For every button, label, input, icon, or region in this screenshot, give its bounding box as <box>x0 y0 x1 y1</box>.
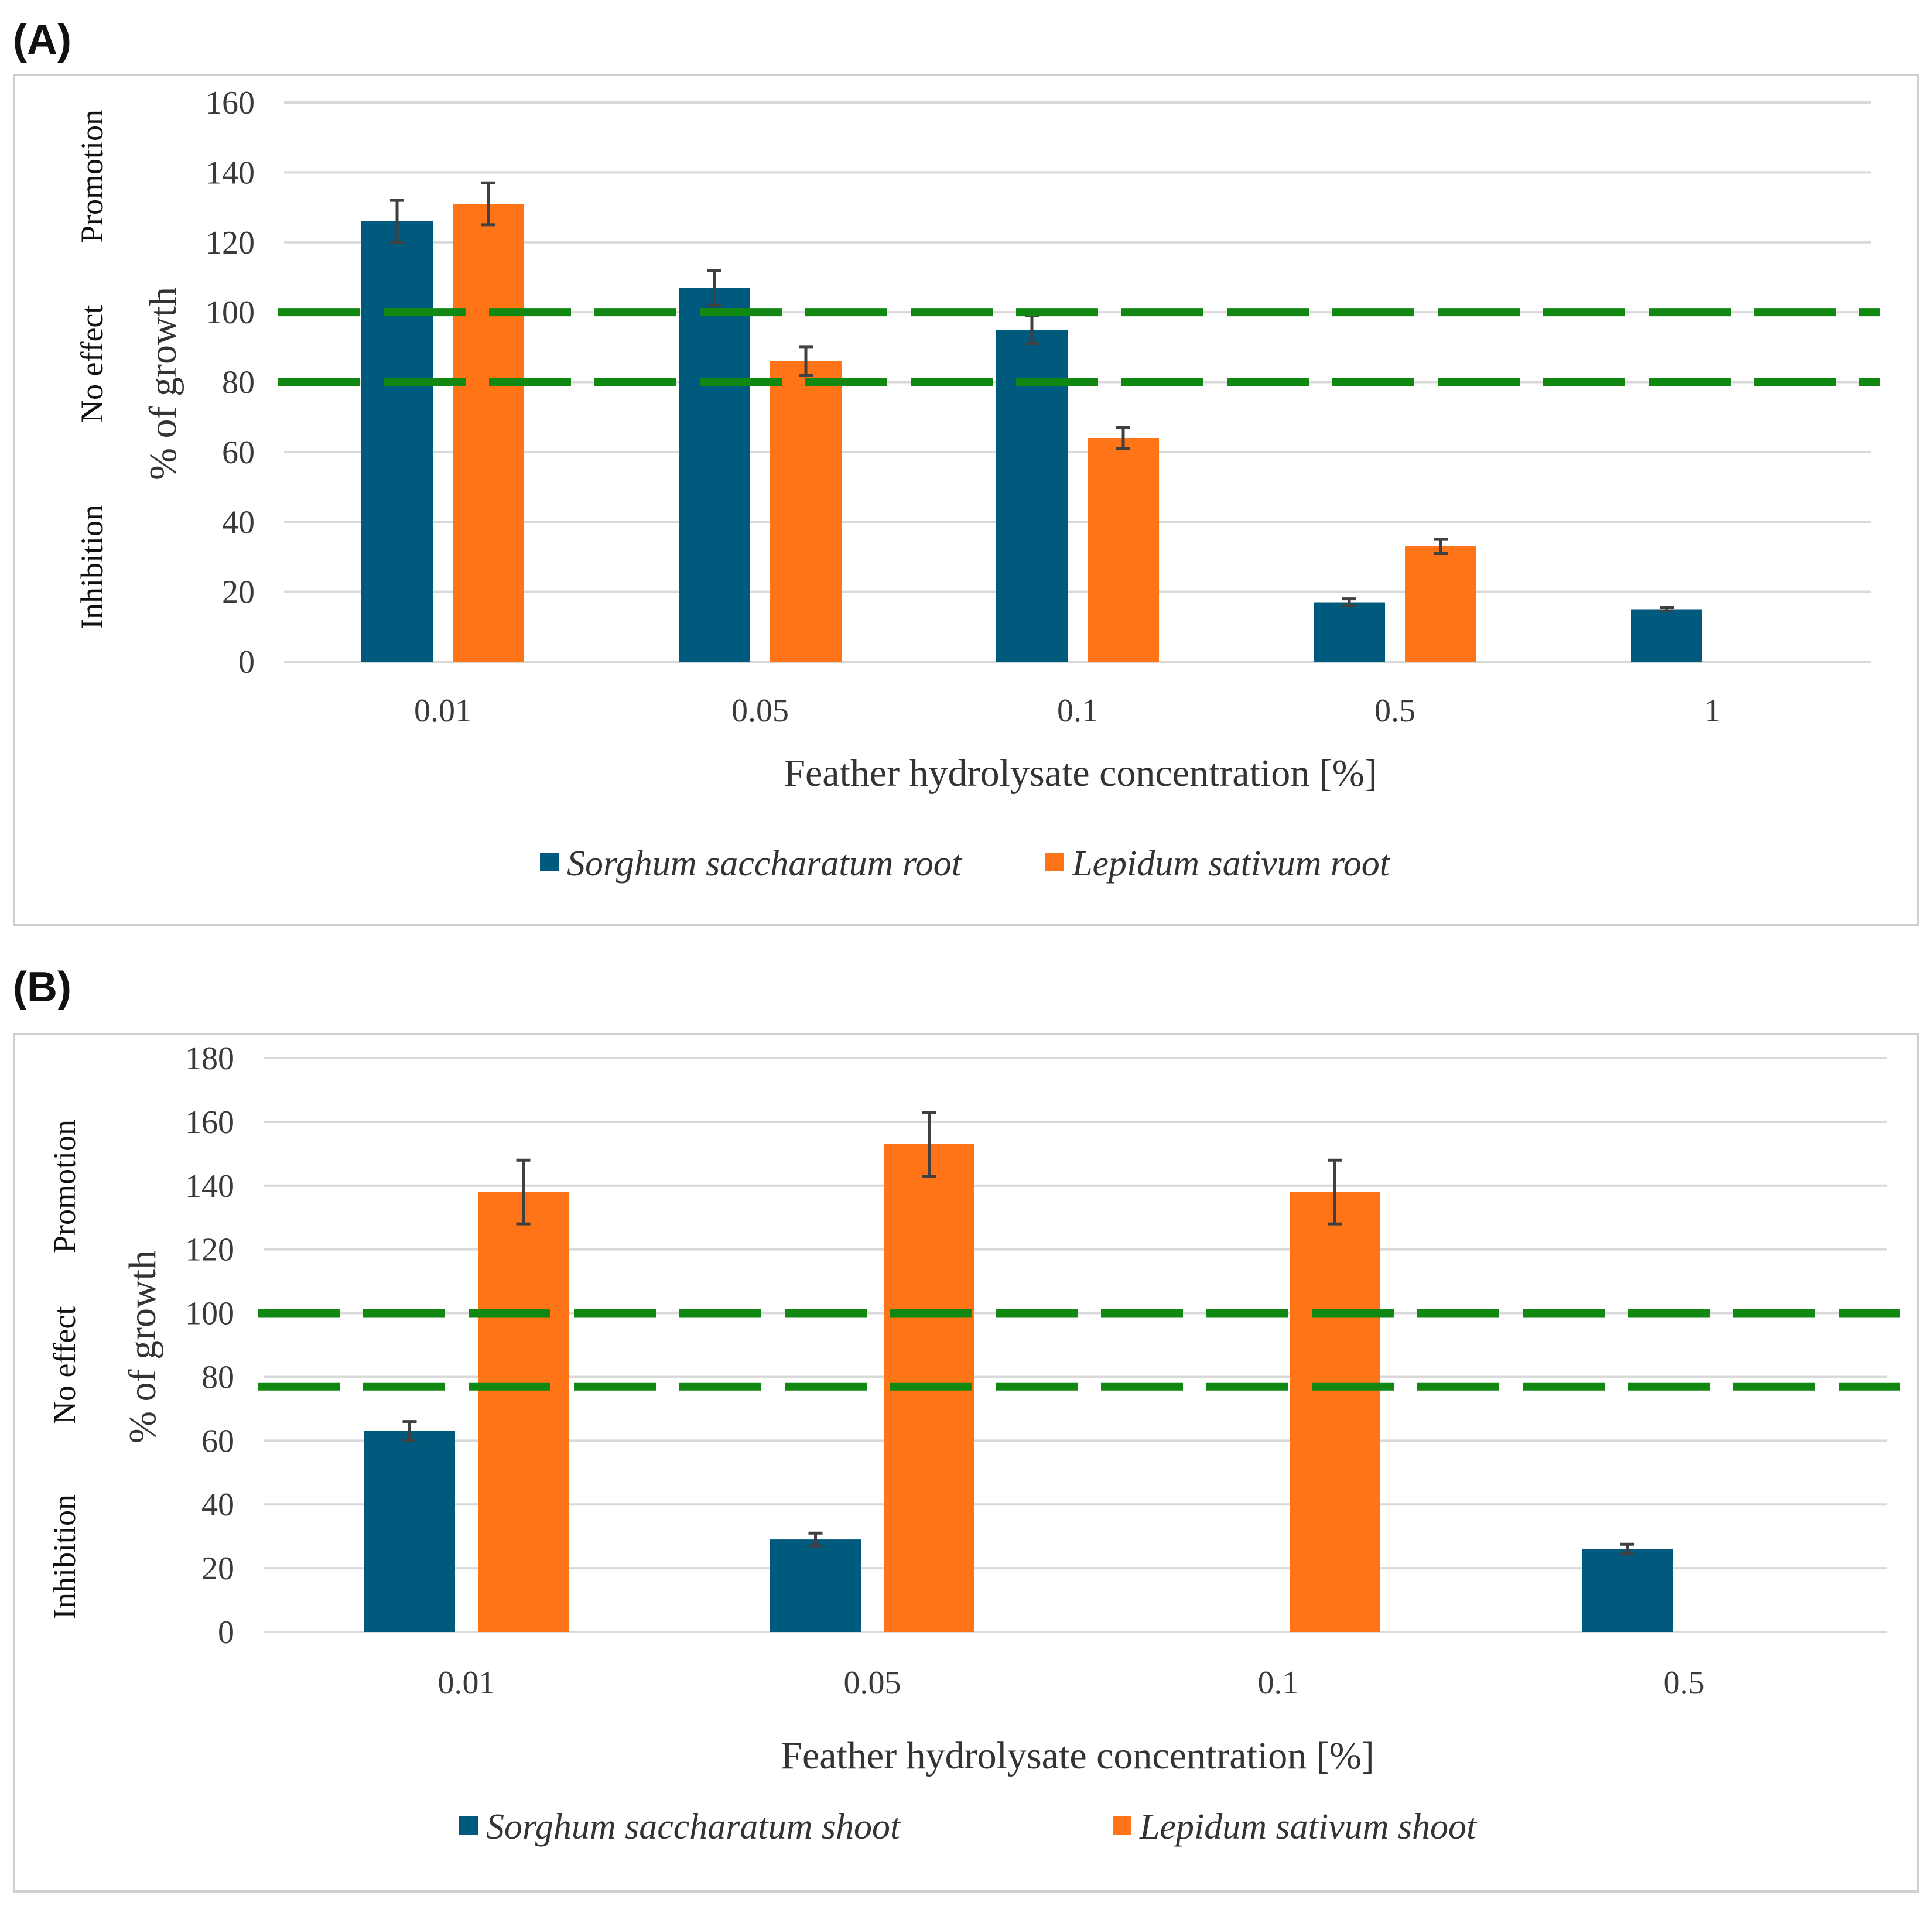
panel-a-y-axis-title: % of growth <box>142 287 184 480</box>
panel-a-bar-series0-0.01 <box>361 221 433 662</box>
panel-b-bar-series0-0.01 <box>364 1431 455 1632</box>
panel-b-x-tick-label: 0.5 <box>1664 1665 1705 1701</box>
panel-a-region-labels: Promotion No effect Inhibition <box>74 109 110 629</box>
panel-a-bar-series1-0.1 <box>1088 438 1159 662</box>
panel-a-x-axis-title: Feather hydrolysate concentration [%] <box>784 752 1377 795</box>
panel-a-x-ticks: 0.01 0.05 0.1 0.5 1 <box>414 693 1721 729</box>
panel-b-frame <box>13 1033 1919 1893</box>
panel-a-x-tick-label: 0.05 <box>731 693 789 729</box>
panel-b-y-tick-label: 0 <box>218 1614 234 1651</box>
panel-b-legend-label-sorghum: Sorghum saccharatum shoot <box>486 1807 901 1847</box>
panel-a-error-bar-series0-0.5 <box>1342 597 1356 607</box>
panel-b-error-bar-series0-0.01 <box>402 1420 417 1442</box>
panel-b-x-tick-label: 0.05 <box>844 1665 901 1701</box>
panel-b-y-tick-label: 120 <box>185 1232 234 1268</box>
panel-a-y-tick-label: 100 <box>206 295 255 331</box>
panel-a-region-promotion: Promotion <box>74 109 110 243</box>
panel-b-bar-series0-0.05 <box>770 1539 861 1632</box>
panel-b-y-tick-label: 160 <box>185 1104 234 1141</box>
panel-b-error-bars <box>402 1111 1634 1556</box>
panel-b-region-inhibition: Inhibition <box>47 1494 82 1619</box>
panel-a-error-bar-series1-0.5 <box>1434 538 1448 555</box>
panel-a-y-tick-label: 80 <box>222 365 255 401</box>
panel-b-label: (B) <box>13 964 71 1011</box>
panel-a-bars <box>361 204 1702 662</box>
panel-a-error-bar-series1-0.01 <box>481 181 495 227</box>
panel-b-threshold-lines <box>258 1309 1900 1391</box>
panel-a-bar-series1-0.05 <box>770 361 842 662</box>
panel-a-y-tick-label: 120 <box>206 225 255 261</box>
panel-b-y-tick-label: 80 <box>201 1359 234 1395</box>
panel-a-region-inhibition: Inhibition <box>74 505 110 629</box>
panel-b-error-bar-series1-0.1 <box>1328 1158 1342 1226</box>
panel-a-legend-swatch-lepidum <box>1045 853 1064 871</box>
panel-a-bar-series0-0.05 <box>679 288 750 662</box>
panel-a: (A) Promotion No effect Inhibition % of … <box>13 16 1919 926</box>
panel-b-x-tick-label: 0.1 <box>1258 1665 1299 1701</box>
panel-b-error-bar-series0-0.05 <box>808 1531 823 1548</box>
panel-a-y-tick-label: 60 <box>222 434 255 471</box>
panel-a-y-ticks: 0 20 40 60 80 100 120 140 160 <box>206 85 255 680</box>
panel-a-threshold-lines <box>278 308 1880 386</box>
panel-a-error-bar-series1-0.05 <box>799 345 813 377</box>
panel-a-legend-label-lepidum: Lepidum sativum root <box>1072 844 1391 884</box>
panel-a-bar-series1-0.5 <box>1405 546 1476 662</box>
panel-a-bar-series0-1 <box>1631 609 1702 662</box>
panel-a-error-bar-series0-1 <box>1660 605 1674 612</box>
panel-b-y-ticks: 0 20 40 60 80 100 120 140 160 180 <box>185 1041 234 1651</box>
panel-a-legend: Sorghum saccharatum root Lepidum sativum… <box>540 844 1391 884</box>
panel-a-frame <box>13 74 1919 926</box>
panel-b: (B) Promotion No effect Inhibition % of … <box>13 964 1919 1893</box>
panel-b-error-bar-series0-0.5 <box>1620 1542 1634 1556</box>
panel-b-error-bar-series1-0.01 <box>516 1158 531 1226</box>
panel-a-x-tick-label: 0.1 <box>1057 693 1098 729</box>
panel-b-x-axis-title: Feather hydrolysate concentration [%] <box>781 1734 1374 1777</box>
panel-a-y-tick-label: 20 <box>222 574 255 611</box>
panel-b-legend-label-lepidum: Lepidum sativum shoot <box>1139 1807 1478 1847</box>
panel-a-y-tick-label: 40 <box>222 504 255 540</box>
panel-a-error-bar-series0-0.05 <box>707 269 721 307</box>
panel-a-legend-swatch-sorghum <box>540 853 559 871</box>
panel-b-bar-series1-0.1 <box>1290 1192 1380 1632</box>
panel-b-x-ticks: 0.01 0.05 0.1 0.5 <box>438 1665 1705 1701</box>
panel-a-x-tick-label: 1 <box>1704 693 1721 729</box>
panel-a-x-tick-label: 0.01 <box>414 693 471 729</box>
panel-b-region-no-effect: No effect <box>47 1306 82 1424</box>
panel-a-y-tick-label: 160 <box>206 85 255 121</box>
panel-b-y-tick-label: 60 <box>201 1423 234 1459</box>
panel-a-error-bar-series1-0.1 <box>1116 426 1130 450</box>
panel-b-legend-swatch-sorghum <box>459 1816 478 1835</box>
panel-b-y-tick-label: 180 <box>185 1041 234 1077</box>
panel-a-label: (A) <box>13 16 71 63</box>
panel-b-region-promotion: Promotion <box>47 1120 82 1253</box>
panel-a-error-bars <box>390 181 1674 612</box>
panel-b-bar-series1-0.01 <box>478 1192 569 1632</box>
panel-b-error-bar-series1-0.05 <box>922 1111 936 1178</box>
panel-a-y-tick-label: 140 <box>206 155 255 191</box>
panel-b-y-tick-label: 20 <box>201 1551 234 1587</box>
panel-a-legend-label-sorghum: Sorghum saccharatum root <box>567 844 963 884</box>
panel-a-bar-series1-0.01 <box>453 204 524 662</box>
panel-a-x-tick-label: 0.5 <box>1374 693 1415 729</box>
panel-a-error-bar-series0-0.01 <box>390 199 404 244</box>
panel-b-y-axis-title: % of growth <box>121 1250 164 1443</box>
panel-b-y-tick-label: 100 <box>185 1296 234 1332</box>
panel-b-legend: Sorghum saccharatum shoot Lepidum sativu… <box>459 1807 1478 1847</box>
panel-b-y-tick-label: 40 <box>201 1487 234 1523</box>
panel-b-bar-series0-0.5 <box>1582 1549 1673 1632</box>
panel-b-x-tick-label: 0.01 <box>438 1665 495 1701</box>
panel-b-legend-swatch-lepidum <box>1113 1816 1131 1835</box>
panel-a-y-tick-label: 0 <box>238 644 255 680</box>
panel-b-y-tick-label: 140 <box>185 1168 234 1204</box>
panel-a-region-no-effect: No effect <box>74 305 110 423</box>
panel-a-bar-series0-0.5 <box>1314 602 1385 662</box>
panel-b-region-labels: Promotion No effect Inhibition <box>47 1120 82 1619</box>
